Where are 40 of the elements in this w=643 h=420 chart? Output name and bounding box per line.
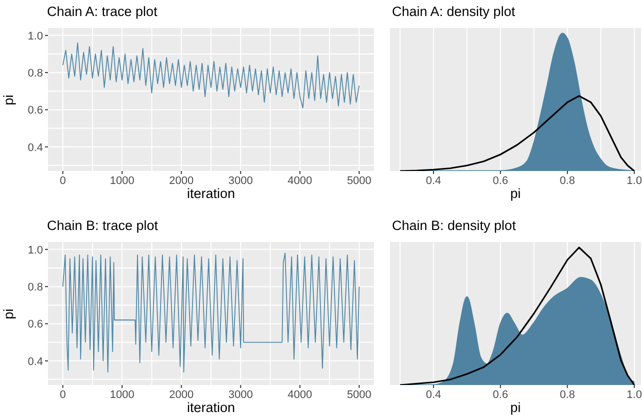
x-tick-label: 4000	[288, 388, 312, 401]
x-axis-title: pi	[509, 186, 522, 202]
x-tick-label: 3000	[228, 388, 253, 401]
x-tick-label: 1000	[110, 174, 134, 187]
x-tick-label: 0.8	[560, 388, 576, 401]
x-axis-title: iteration	[186, 186, 236, 202]
y-tick-label: 0.8	[28, 281, 43, 294]
x-tick-label: 0.6	[492, 174, 508, 187]
y-tick-label: 0.6	[28, 104, 43, 117]
x-tick-label: 0.8	[560, 174, 576, 187]
x-tick-label: 4000	[288, 174, 312, 187]
x-tick-label: 0.4	[426, 174, 442, 187]
x-axis-title: pi	[509, 400, 522, 416]
x-tick-label: 0.4	[426, 388, 442, 401]
y-tick-label: 0.4	[28, 142, 43, 154]
y-tick-label: 1.0	[28, 30, 43, 42]
x-tick-label: 1.0	[626, 388, 642, 401]
x-tick-label: 5000	[346, 388, 372, 401]
x-tick-label: 0	[60, 174, 66, 187]
y-tick-label: 0.6	[28, 318, 43, 331]
y-axis-title: pi	[1, 93, 17, 107]
line-series	[62, 42, 360, 108]
line-series	[62, 252, 360, 372]
x-tick-label: 3000	[228, 174, 253, 187]
chart-title: Chain A: trace plot	[47, 4, 158, 19]
x-tick-label: 0.6	[492, 388, 508, 401]
x-tick-label: 1.0	[626, 174, 642, 187]
chart-title: Chain A: density plot	[392, 4, 516, 19]
x-axis-title: iteration	[186, 400, 236, 416]
x-tick-label: 0	[60, 388, 66, 401]
y-tick-label: 1.0	[28, 244, 43, 256]
y-axis-title: pi	[1, 307, 17, 321]
y-tick-label: 0.8	[28, 67, 43, 80]
chart-title: Chain B: density plot	[392, 218, 516, 233]
x-tick-label: 2000	[169, 174, 194, 187]
chart-title: Chain B: trace plot	[47, 218, 158, 233]
x-tick-label: 2000	[169, 388, 194, 401]
x-tick-label: 1000	[110, 388, 134, 401]
y-tick-label: 0.4	[28, 356, 43, 368]
x-tick-label: 5000	[346, 174, 372, 187]
